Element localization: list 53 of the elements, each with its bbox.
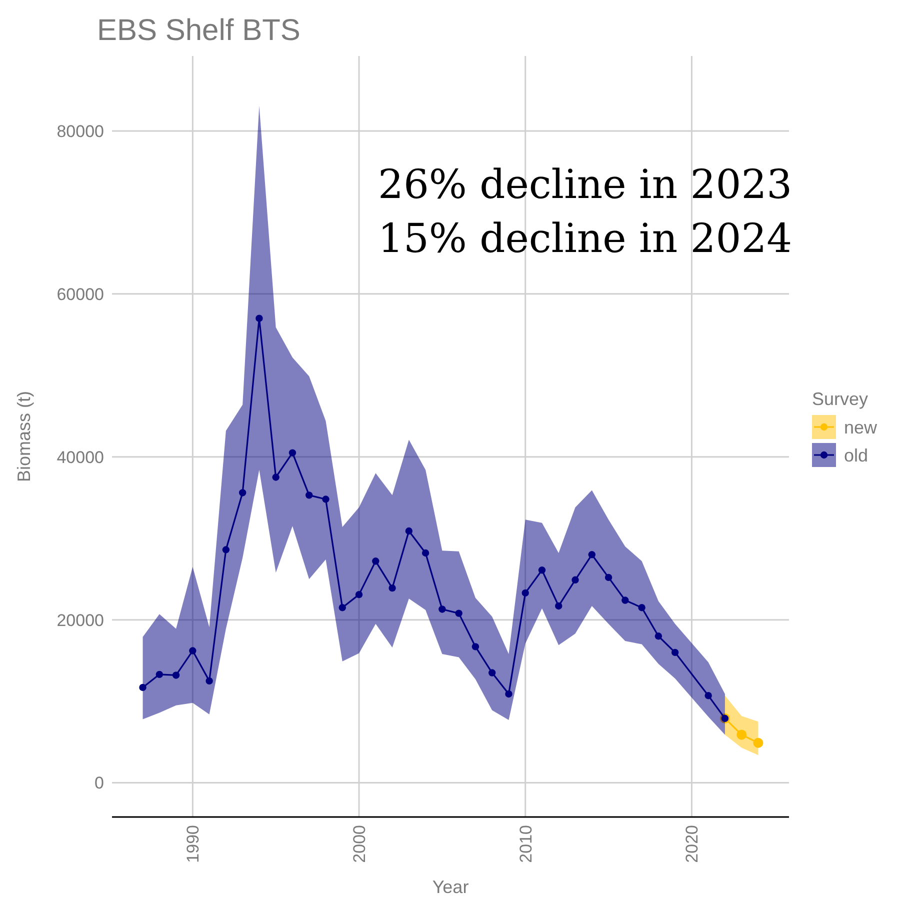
point [753,738,764,748]
point [422,549,430,557]
annotation: 15% decline in 2024 [378,216,792,262]
point [604,574,612,582]
point [288,449,296,456]
point [156,670,164,678]
point [238,489,246,496]
chart-title: EBS Shelf BTS [97,14,300,47]
point [572,576,579,584]
point [438,606,446,613]
point [206,677,213,685]
point [622,596,629,604]
point [472,643,480,650]
point [306,492,313,499]
point [256,314,263,322]
point [736,730,747,740]
point [522,589,529,597]
point [172,672,180,679]
annotation: 26% decline in 2023 [378,162,792,208]
x-tick-label: 1990 [184,825,203,863]
point [139,684,146,692]
point [488,669,496,676]
point [338,604,346,612]
x-tick-label: 2000 [350,825,369,863]
y-tick-label: 40000 [56,448,104,467]
x-tick-label: 2020 [682,825,702,863]
x-tick-label: 2010 [516,825,536,863]
point [555,602,562,610]
legend-title: Survey [812,389,868,409]
point [671,648,679,656]
point [272,474,280,481]
point [654,632,662,640]
x-axis-title: Year [432,877,469,897]
legend-label: new [844,417,878,438]
point [372,558,380,565]
y-tick-label: 0 [94,774,104,793]
point [704,692,712,700]
point [388,584,396,592]
point [538,566,546,574]
point [455,610,462,617]
point [505,690,512,698]
y-axis-title: Biomass (t) [14,390,34,482]
point [322,496,330,503]
point [405,527,413,535]
point [638,604,646,612]
point [222,546,230,554]
point [189,647,196,654]
point [355,590,363,598]
y-tick-label: 60000 [56,284,104,304]
point [588,551,596,558]
legend-label: old [844,445,868,466]
y-tick-label: 80000 [56,122,104,141]
y-tick-label: 20000 [56,610,104,630]
